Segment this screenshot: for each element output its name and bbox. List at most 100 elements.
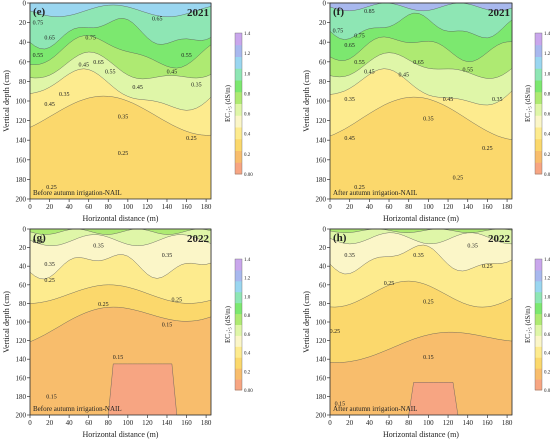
x-tick-label: 60	[386, 203, 394, 211]
x-tick-label: 0	[328, 419, 332, 427]
annotation-label: After autumn irrigation-NAIL	[333, 405, 417, 413]
contour-label: 0.75	[33, 21, 44, 27]
contour-band	[329, 2, 513, 40]
y-tick-label: 100	[316, 98, 327, 106]
y-tick-label: 160	[16, 374, 27, 382]
colorbar-segment	[535, 269, 542, 282]
panel-g: 0.55 0.35 0.35 0.35 0.25 0.25 0.25 0.15 0.15 0.15…	[2, 226, 253, 440]
y-tick-label: 0	[323, 226, 327, 234]
colorbar-tick-label: 0.4	[544, 133, 550, 138]
contour-label: 0.45	[399, 73, 410, 79]
contour-band	[29, 228, 212, 280]
colorbar-segment	[535, 150, 542, 163]
colorbar-segment	[535, 33, 542, 46]
contour-label: 0.25	[186, 136, 197, 142]
y-tick-label: 200	[16, 412, 27, 420]
y-tick-label: 140	[316, 356, 327, 364]
colorbar-segment	[235, 259, 242, 271]
contour-label: 0.65	[344, 43, 355, 49]
x-tick-label: 20	[346, 203, 354, 211]
colorbar-segment	[235, 56, 242, 69]
x-axis-label: Horizontal distance (m)	[383, 214, 459, 223]
contour-label: 0.75	[333, 28, 344, 34]
colorbar-segment	[235, 91, 242, 104]
contour-label: 0.35	[344, 97, 355, 103]
contour-label: 0.35	[44, 262, 55, 268]
contour-label: 0.65	[152, 17, 163, 23]
colorbar-segment	[535, 162, 542, 175]
x-tick-label: 40	[66, 419, 74, 427]
contour-label: 0.55	[181, 53, 192, 59]
y-tick-label: 180	[16, 393, 27, 401]
y-tick-label: 0	[323, 0, 327, 8]
colorbar-tick-label: 0.6	[544, 113, 550, 118]
x-tick-label: 160	[482, 419, 493, 427]
x-tick-label: 140	[162, 203, 173, 211]
x-tick-label: 80	[405, 203, 413, 211]
y-tick-label: 200	[316, 412, 327, 420]
colorbar-segment	[535, 291, 542, 304]
contour-label: 0.25	[482, 146, 493, 152]
contour-label: 0.65	[93, 60, 104, 66]
contour-label: 0.45	[364, 70, 375, 76]
contour-label: 0.35	[344, 253, 355, 259]
panel-e: 0.750.65 0.750.650.550.650.550.550.450.45…	[2, 0, 253, 223]
contour-label: 0.45	[344, 136, 355, 142]
contour-label: 0.35	[118, 115, 129, 121]
y-axis-label: Vertical depth (cm)	[2, 291, 11, 353]
colorbar-segment	[535, 91, 542, 104]
x-tick-label: 120	[443, 419, 454, 427]
contour-label: 0.65	[44, 35, 55, 41]
contour-label: 0.25	[384, 281, 395, 287]
y-tick-label: 120	[16, 337, 27, 345]
x-tick-label: 20	[46, 203, 54, 211]
colorbar-segment	[235, 313, 242, 325]
contour-label: 0.55	[354, 60, 365, 66]
colorbar-frame	[234, 32, 243, 175]
y-tick-label: 180	[316, 176, 327, 184]
panel-label: (e)	[33, 6, 46, 18]
colorbar-segment	[535, 115, 542, 128]
colorbar-tick-label: 1.4	[544, 258, 550, 263]
x-tick-label: 60	[85, 203, 93, 211]
y-tick-label: 0	[23, 226, 27, 234]
contour-label: 0.25	[172, 298, 183, 304]
y-axis-label: Vertical depth (cm)	[302, 70, 311, 132]
panel-label: (h)	[333, 232, 347, 244]
colorbar-segment	[535, 324, 542, 336]
contour-label: 0.35	[423, 117, 434, 123]
y-tick-label: 60	[319, 58, 327, 66]
contour-label: 0.35	[467, 244, 478, 250]
colorbar-tick-label: 0.8	[244, 314, 251, 319]
x-tick-label: 40	[366, 419, 374, 427]
x-tick-label: 40	[66, 203, 74, 211]
contour-label: 0.25	[354, 185, 365, 191]
y-tick-label: 100	[16, 319, 27, 327]
contour-label: 0.55	[462, 68, 473, 74]
x-tick-label: 160	[181, 419, 192, 427]
contour-label: 0.45	[79, 63, 90, 69]
x-tick-label: 40	[366, 203, 374, 211]
colorbar-tick-label: 1.0	[244, 295, 251, 300]
colorbar-segment	[535, 379, 542, 391]
colorbar-segment	[235, 346, 242, 358]
x-tick-label: 160	[181, 203, 192, 211]
contour-band	[329, 2, 513, 12]
contour-label: 0.45	[167, 70, 178, 76]
y-tick-label: 0	[23, 0, 27, 8]
panel-label: (g)	[33, 232, 46, 244]
colorbar-segment	[535, 103, 542, 116]
contour-band	[329, 228, 513, 275]
colorbar-segment	[535, 335, 542, 347]
colorbar-segment	[235, 103, 242, 116]
colorbar-segment	[235, 68, 242, 81]
contour-label: 0.35	[191, 82, 202, 88]
colorbar-segment	[235, 291, 242, 304]
colorbar-segment	[235, 357, 242, 369]
contour-label: 0.45	[44, 102, 55, 108]
colorbar-segment	[235, 280, 242, 293]
colorbar-segment	[535, 302, 542, 315]
contour-label: 0.35	[162, 253, 173, 259]
colorbar-segment	[535, 313, 542, 325]
colorbar-segment	[235, 368, 242, 380]
